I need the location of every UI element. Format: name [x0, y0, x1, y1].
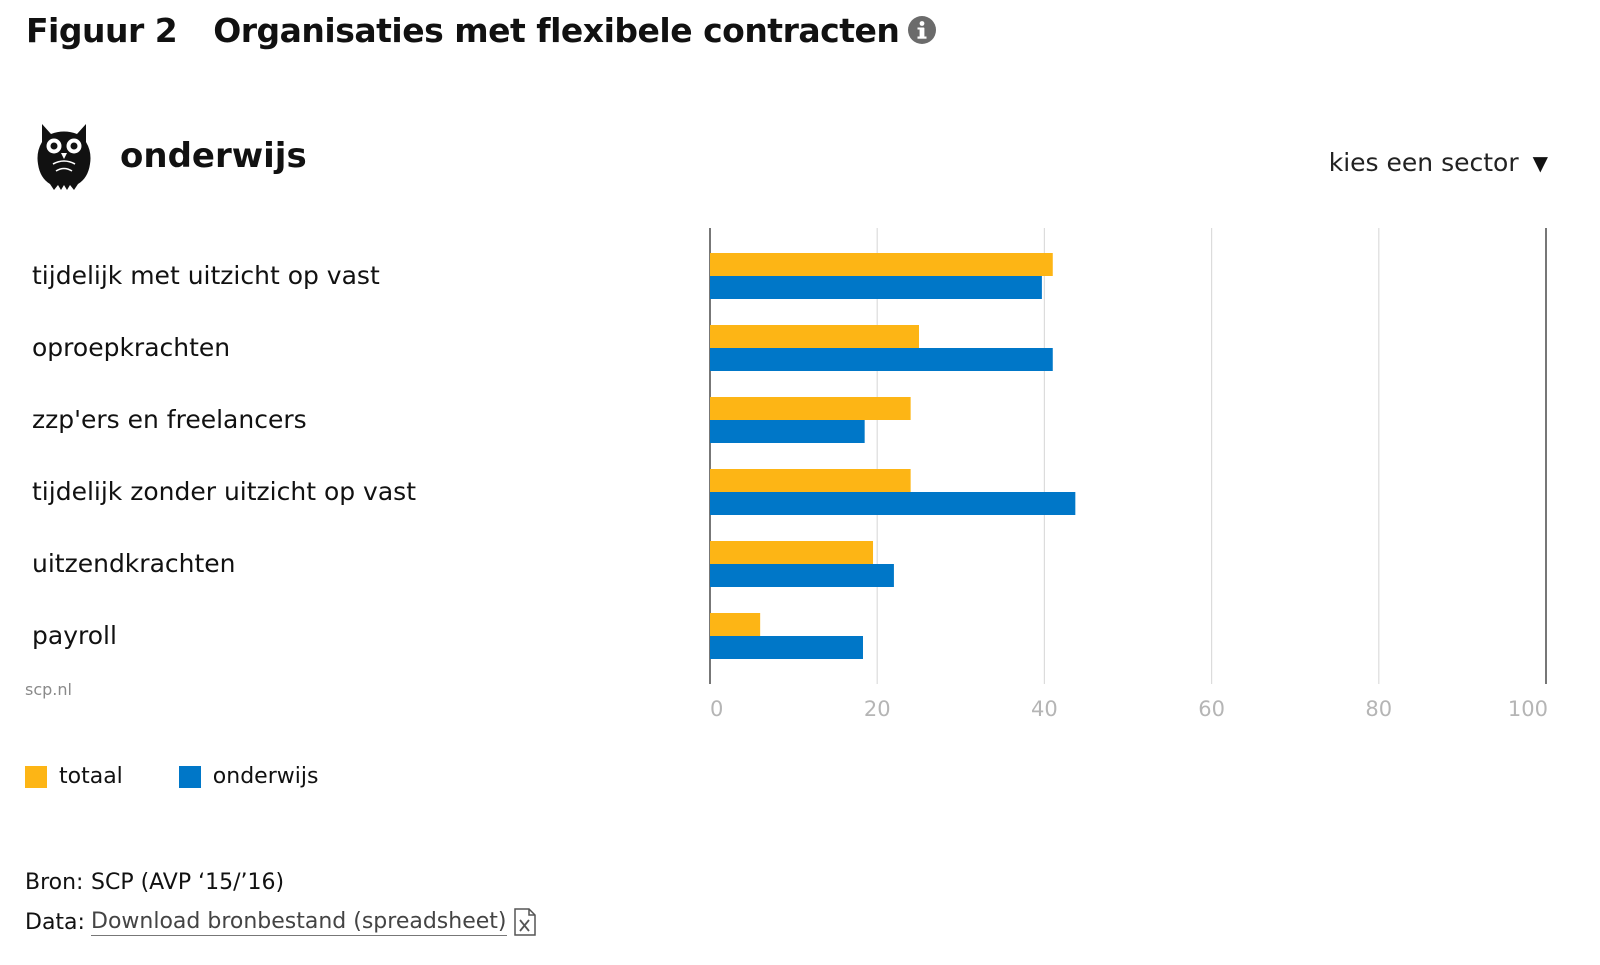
bar-chart: 0 20 40 60 80 100 [709, 228, 1548, 721]
caret-down-icon: ▼ [1532, 150, 1548, 175]
credit-text: scp.nl [25, 680, 72, 699]
source-key: Bron: [25, 870, 84, 895]
source-value: SCP (AVP ‘15/’16) [91, 870, 285, 895]
owl-icon [37, 124, 91, 190]
bar-onderwijs[interactable] [710, 492, 1076, 515]
sector-dropdown[interactable]: kies een sector ▼ [1329, 148, 1548, 177]
legend-label-onderwijs: onderwijs [212, 764, 319, 789]
legend: totaal onderwijs [25, 764, 374, 789]
figure-title-bar: Figuur 2 Organisaties met flexibele cont… [26, 8, 937, 52]
figure-number: Figuur 2 [26, 10, 178, 50]
bar-totaal[interactable] [710, 469, 911, 492]
category-label: oproepkrachten [32, 333, 231, 362]
bar-onderwijs[interactable] [710, 564, 894, 587]
legend-label-totaal: totaal [59, 764, 123, 789]
x-tick-label: 100 [1508, 697, 1548, 721]
sector-header: onderwijs [34, 120, 307, 192]
source-row: Bron: SCP (AVP ‘15/’16) [25, 870, 284, 895]
figure-title: Organisaties met flexibele contracten [213, 10, 900, 50]
legend-swatch-onderwijs [178, 765, 201, 788]
data-row: Data: Download bronbestand (spreadsheet) [25, 908, 537, 936]
legend-item-onderwijs: onderwijs [178, 764, 319, 789]
sector-name: onderwijs [120, 136, 307, 176]
x-tick-label: 60 [1198, 697, 1225, 721]
x-tick-label: 20 [864, 697, 891, 721]
category-label: zzp'ers en freelancers [32, 405, 307, 434]
bar-onderwijs[interactable] [710, 348, 1053, 371]
bar-onderwijs[interactable] [710, 636, 863, 659]
data-key: Data: [25, 909, 85, 935]
bar-totaal[interactable] [710, 541, 874, 564]
bar-totaal[interactable] [710, 397, 911, 420]
x-tick-label: 40 [1031, 697, 1058, 721]
category-label: tijdelijk met uitzicht op vast [32, 261, 380, 290]
bar-totaal[interactable] [710, 613, 761, 636]
info-circle-icon[interactable] [907, 15, 937, 45]
bar-totaal[interactable] [710, 325, 919, 348]
x-tick-label: 80 [1365, 697, 1392, 721]
download-link[interactable]: Download bronbestand (spreadsheet) [91, 908, 507, 936]
sector-dropdown-label: kies een sector [1328, 148, 1519, 177]
spreadsheet-file-icon[interactable] [513, 908, 537, 936]
x-tick-label: 0 [710, 697, 723, 721]
legend-item-totaal: totaal [25, 764, 123, 789]
category-label: uitzendkrachten [32, 549, 236, 578]
category-label: payroll [32, 621, 117, 650]
bar-totaal[interactable] [710, 253, 1053, 276]
bar-onderwijs[interactable] [710, 276, 1042, 299]
legend-swatch-totaal [25, 765, 47, 788]
bar-onderwijs[interactable] [710, 420, 865, 443]
category-label: tijdelijk zonder uitzicht op vast [32, 477, 416, 506]
